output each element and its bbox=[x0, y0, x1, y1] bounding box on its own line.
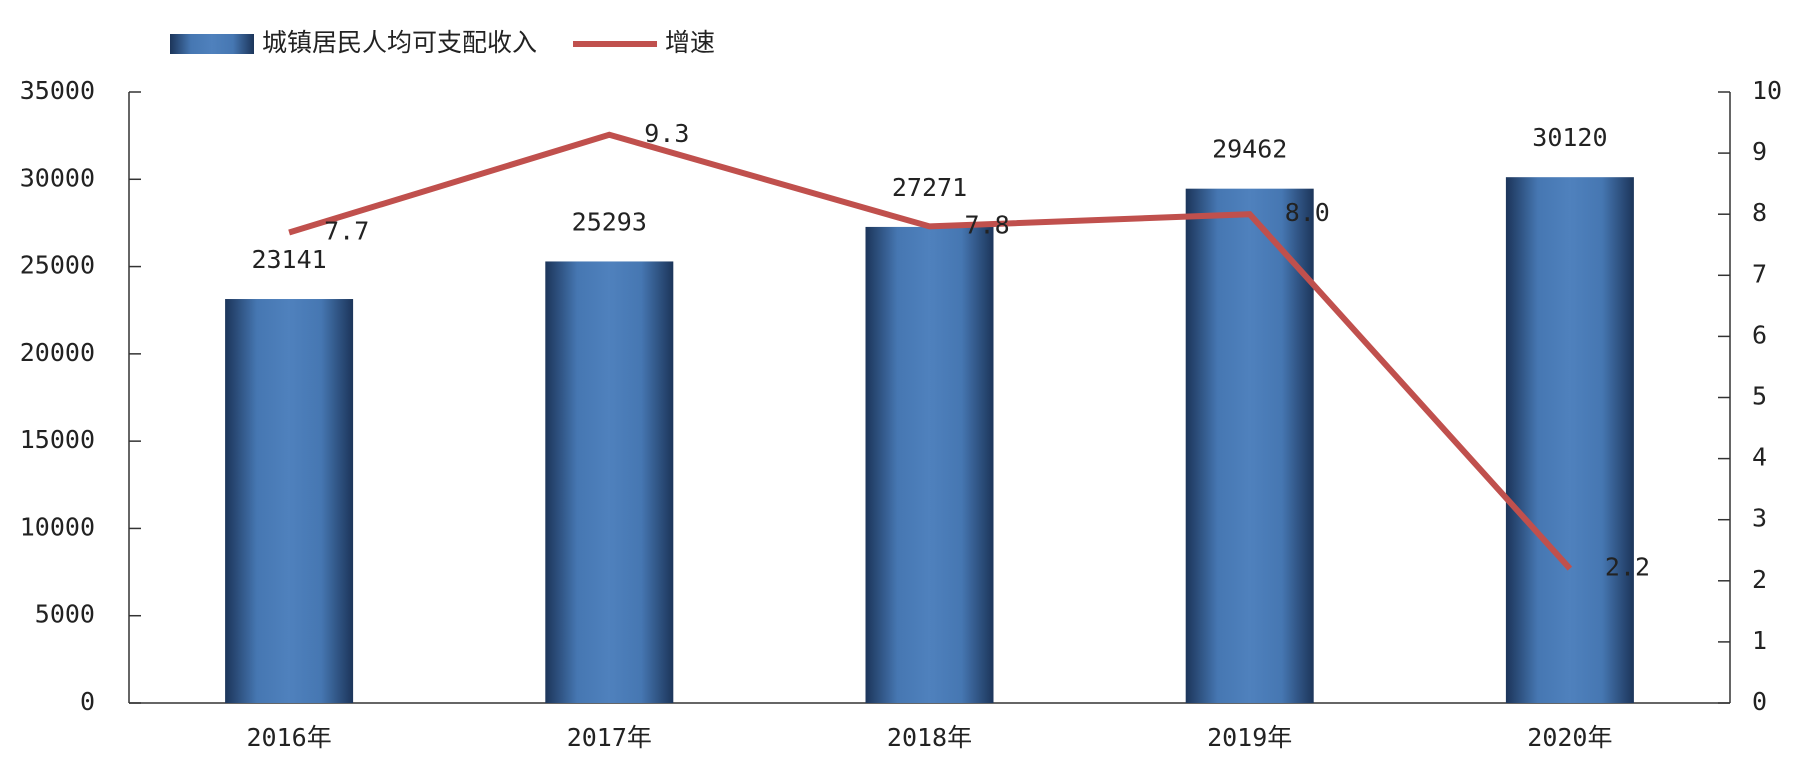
bar-value-label: 29462 bbox=[1212, 135, 1287, 164]
y-tick-label: 10000 bbox=[20, 512, 95, 541]
y2-tick-label: 5 bbox=[1752, 382, 1767, 411]
bar-value-label: 23141 bbox=[251, 245, 326, 274]
y-tick-label: 35000 bbox=[20, 76, 95, 105]
y2-tick-label: 9 bbox=[1752, 137, 1767, 166]
line bbox=[288, 131, 1573, 571]
legend-swatch bbox=[170, 34, 254, 54]
legend-label: 增速 bbox=[665, 28, 715, 57]
y-tick-label: 30000 bbox=[20, 163, 95, 192]
y-tick-label: 5000 bbox=[35, 600, 95, 629]
legend-label: 城镇居民人均可支配收入 bbox=[262, 28, 537, 57]
y-tick-label: 15000 bbox=[20, 425, 95, 454]
y2-tick-label: 4 bbox=[1752, 443, 1767, 472]
y2-tick-label: 10 bbox=[1752, 76, 1782, 105]
y2-tick-label: 2 bbox=[1752, 565, 1767, 594]
x-tick-label: 2020年 bbox=[1527, 723, 1612, 752]
y2-tick-label: 3 bbox=[1752, 504, 1767, 533]
line-value-label: 2.2 bbox=[1605, 553, 1650, 582]
line-value-label: 9.3 bbox=[644, 119, 689, 148]
line-value-label: 8.0 bbox=[1285, 198, 1330, 227]
bar bbox=[545, 261, 674, 703]
y-tick-label: 0 bbox=[80, 687, 95, 716]
y2-tick-label: 8 bbox=[1752, 198, 1767, 227]
bar bbox=[1185, 188, 1314, 703]
bar-value-label: 30120 bbox=[1532, 123, 1607, 152]
bar-value-label: 25293 bbox=[572, 207, 647, 236]
bar bbox=[865, 226, 994, 703]
bar bbox=[1505, 177, 1634, 703]
x-tick-label: 2019年 bbox=[1207, 723, 1292, 752]
y-tick-label: 20000 bbox=[20, 338, 95, 367]
line-value-label: 7.7 bbox=[324, 217, 369, 246]
x-tick-label: 2017年 bbox=[567, 723, 652, 752]
bar bbox=[225, 299, 354, 703]
y-tick-label: 25000 bbox=[20, 251, 95, 280]
bar-value-label: 27271 bbox=[892, 173, 967, 202]
y2-tick-label: 0 bbox=[1752, 687, 1767, 716]
x-tick-label: 2016年 bbox=[246, 723, 331, 752]
y2-tick-label: 7 bbox=[1752, 259, 1767, 288]
y2-tick-label: 1 bbox=[1752, 626, 1767, 655]
x-tick-label: 2018年 bbox=[887, 723, 972, 752]
y2-tick-label: 6 bbox=[1752, 320, 1767, 349]
line-value-label: 7.8 bbox=[965, 210, 1010, 239]
